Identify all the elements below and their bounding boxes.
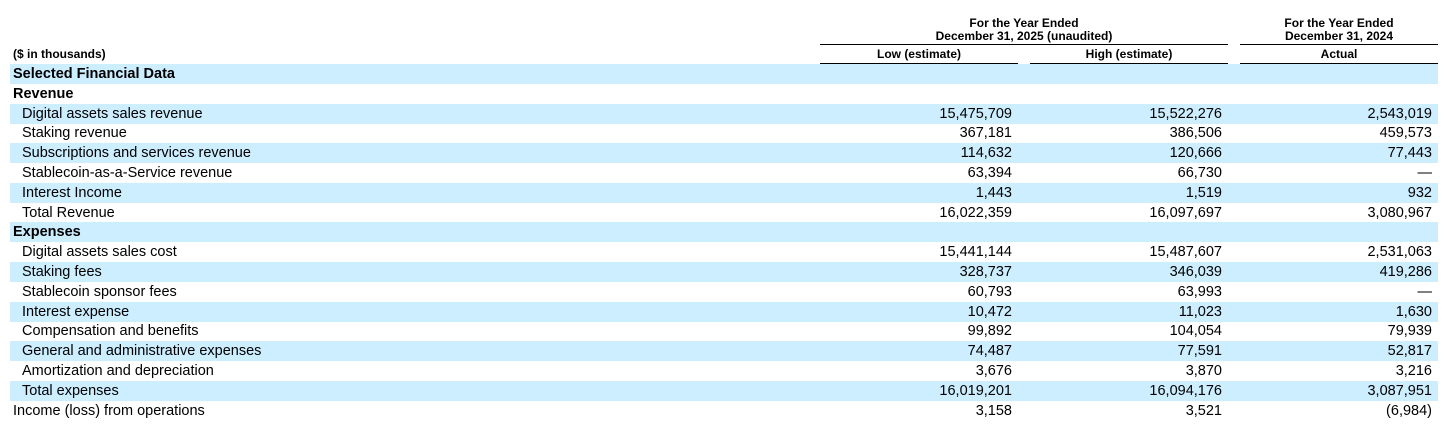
row-label: Staking fees xyxy=(22,264,102,280)
value-cell: 74,487 xyxy=(967,343,1012,360)
table-row: Interest expense 10,472 11,023 1,630 xyxy=(10,301,1438,322)
value-cell: 16,094,176 xyxy=(1149,382,1222,399)
column-group-header: For the Year Ended December 31, 2024 xyxy=(1240,17,1438,43)
value-cell: 52,817 xyxy=(1387,343,1432,360)
row-label: General and administrative expenses xyxy=(22,343,262,360)
value-cell: 77,591 xyxy=(1177,343,1222,360)
table-row: Digital assets sales revenue 15,475,709 15… xyxy=(10,103,1438,124)
value-cell: 15,522,276 xyxy=(1149,105,1222,122)
value-cell: 63,394 xyxy=(967,165,1012,181)
table-row: Stablecoin sponsor fees 60,793 63,993 — xyxy=(10,282,1438,302)
table-row: Total expenses 16,019,201 16,094,176 3,087,… xyxy=(10,380,1438,401)
table-row: Stablecoin-as-a-Service revenue 63,394 66,… xyxy=(10,163,1438,183)
value-cell: 15,487,607 xyxy=(1149,244,1222,261)
value-cell: 66,730 xyxy=(1177,165,1222,181)
row-label: Total Revenue xyxy=(22,204,115,221)
value-cell: 63,993 xyxy=(1177,283,1222,300)
value-cell: 16,097,697 xyxy=(1149,204,1222,221)
value-cell: 3,216 xyxy=(1395,363,1432,379)
value-cell: 2,531,063 xyxy=(1367,244,1432,261)
table-row: Income (loss) from operations 3,158 3,521 (… xyxy=(10,401,1438,421)
table-row: General and administrative expenses 74,48… xyxy=(10,341,1438,362)
table-row: Digital assets sales cost 15,441,144 15,48… xyxy=(10,242,1438,262)
value-cell: 3,521 xyxy=(1185,402,1222,419)
value-cell: 3,158 xyxy=(975,402,1012,419)
row-label: Stablecoin-as-a-Service revenue xyxy=(22,165,233,181)
table-row: Total Revenue 16,022,359 16,097,697 3,080,9… xyxy=(10,203,1438,223)
column-header: High (estimate) xyxy=(1085,47,1173,61)
value-cell: 328,737 xyxy=(959,264,1012,280)
table-row: Staking revenue 367,181 386,506 459,573 xyxy=(10,123,1438,143)
value-cell: 104,054 xyxy=(1169,323,1222,340)
value-cell: 932 xyxy=(1407,184,1432,201)
value-cell: 1,630 xyxy=(1395,303,1432,320)
value-cell: 15,475,709 xyxy=(939,105,1012,122)
header-line: For the Year Ended xyxy=(1284,16,1394,30)
table-row: Staking fees 328,737 346,039 419,286 xyxy=(10,262,1438,282)
value-cell: 79,939 xyxy=(1387,323,1432,340)
value-cell: 459,573 xyxy=(1379,125,1432,142)
value-cell: 2,543,019 xyxy=(1367,105,1432,122)
value-cell: 16,019,201 xyxy=(939,382,1012,399)
value-cell: 15,441,144 xyxy=(939,244,1012,261)
row-label: Total expenses xyxy=(22,382,119,399)
value-cell: 1,443 xyxy=(975,184,1012,201)
value-cell: 60,793 xyxy=(967,283,1012,300)
table-row: Amortization and depreciation 3,676 3,870 3… xyxy=(10,361,1438,381)
header-rule xyxy=(1240,63,1438,64)
value-cell: 120,666 xyxy=(1169,145,1222,162)
table-row: Revenue xyxy=(10,84,1438,104)
row-label: Digital assets sales revenue xyxy=(22,105,203,122)
table-row: Selected Financial Data xyxy=(10,64,1438,84)
value-cell: — xyxy=(1417,283,1433,300)
header-line: December 31, 2025 (unaudited) xyxy=(935,29,1113,43)
header-rule xyxy=(820,44,1228,45)
value-cell: 419,286 xyxy=(1379,264,1432,280)
value-cell: 11,023 xyxy=(1178,303,1222,320)
value-cell: 114,632 xyxy=(960,145,1012,162)
row-label: Digital assets sales cost xyxy=(22,244,177,261)
table-row: Expenses xyxy=(10,222,1438,243)
row-label: Interest Income xyxy=(22,184,122,201)
value-cell: 10,472 xyxy=(967,303,1012,320)
header-line: December 31, 2024 xyxy=(1284,29,1394,43)
value-cell: 386,506 xyxy=(1169,125,1222,142)
table-row: Interest Income 1,443 1,519 932 xyxy=(10,182,1438,203)
row-label: Compensation and benefits xyxy=(22,323,199,340)
value-cell: 3,676 xyxy=(975,363,1012,379)
table-row: Subscriptions and services revenue 114,63… xyxy=(10,143,1438,164)
row-label: Expenses xyxy=(13,224,81,241)
units-label: ($ in thousands) xyxy=(13,47,106,61)
value-cell: 367,181 xyxy=(959,125,1012,142)
row-label: Stablecoin sponsor fees xyxy=(22,283,177,300)
table-row: Compensation and benefits 99,892 104,054 79… xyxy=(10,321,1438,341)
header-rule xyxy=(820,63,1018,64)
value-cell: 99,892 xyxy=(967,323,1012,340)
row-label: Interest expense xyxy=(22,303,130,320)
column-header: Actual xyxy=(1320,47,1358,61)
value-cell: 3,080,967 xyxy=(1367,204,1432,221)
row-label: Revenue xyxy=(13,85,74,102)
value-cell: 77,443 xyxy=(1387,145,1432,162)
value-cell: 1,519 xyxy=(1185,184,1222,201)
value-cell: 3,087,951 xyxy=(1367,382,1432,399)
row-label: Income (loss) from operations xyxy=(13,402,205,419)
value-cell: — xyxy=(1417,165,1433,181)
value-cell: 16,022,359 xyxy=(939,204,1012,221)
row-label: Selected Financial Data xyxy=(13,66,175,82)
row-label: Staking revenue xyxy=(22,125,127,142)
value-cell: (6,984) xyxy=(1386,402,1432,419)
column-group-header: For the Year Ended December 31, 2025 (un… xyxy=(820,17,1228,43)
column-header: Low (estimate) xyxy=(876,47,961,61)
header-rule xyxy=(1240,44,1438,45)
row-label: Subscriptions and services revenue xyxy=(22,145,251,162)
value-cell: 346,039 xyxy=(1169,264,1222,280)
row-label: Amortization and depreciation xyxy=(22,363,214,379)
header-rule xyxy=(1030,63,1228,64)
header-line: For the Year Ended xyxy=(969,16,1079,30)
value-cell: 3,870 xyxy=(1185,363,1222,379)
